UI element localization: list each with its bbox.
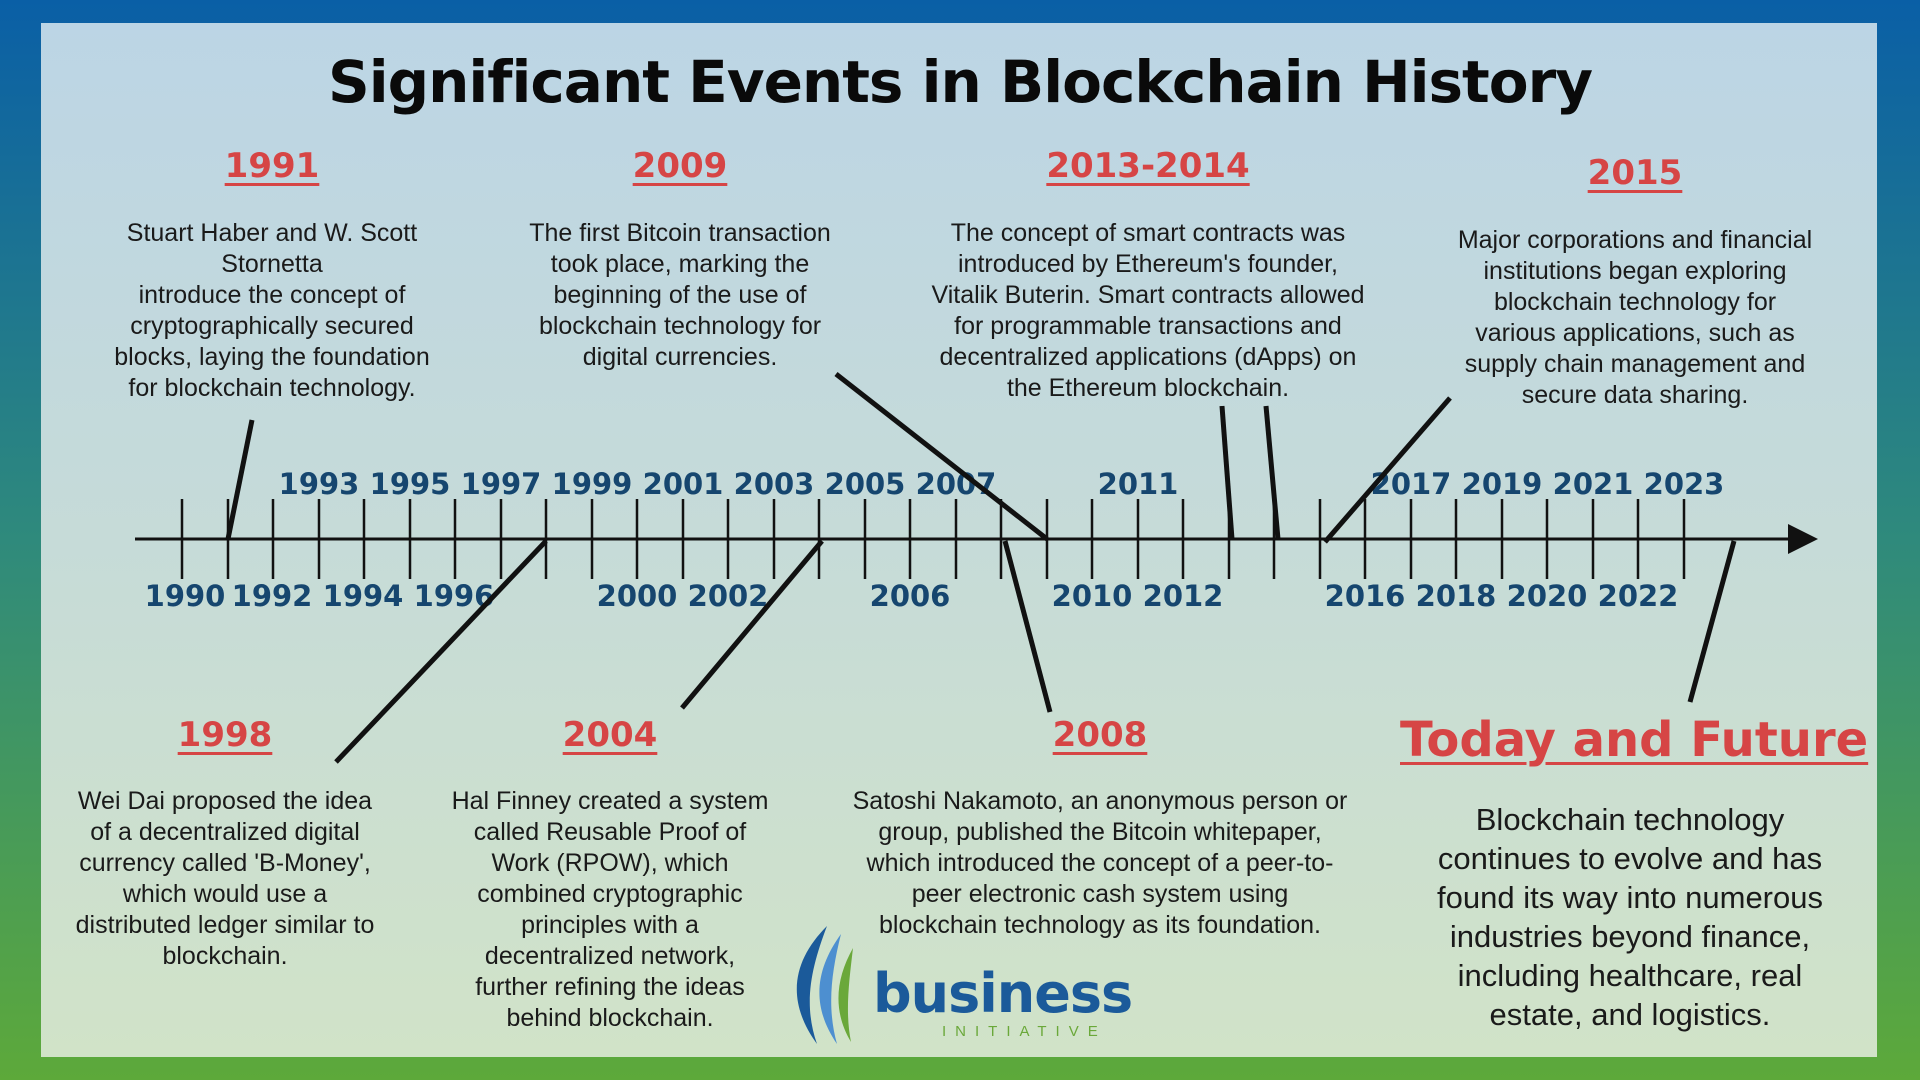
connector-2008 (1005, 541, 1050, 712)
connector-2014 (1266, 406, 1278, 539)
axis-year-label: 2022 (1598, 579, 1679, 613)
axis-year-label: 2007 (916, 467, 997, 501)
axis-year-label: 2012 (1143, 579, 1224, 613)
axis-year-label: 2001 (643, 467, 724, 501)
axis-year-label: 2002 (688, 579, 769, 613)
axis-year-label: 2016 (1325, 579, 1406, 613)
axis-year-label: 1999 (552, 467, 633, 501)
axis-year-label: 2006 (870, 579, 951, 613)
timeline-arrowhead (1788, 524, 1818, 554)
axis-year-label: 1993 (279, 467, 360, 501)
axis-year-label: 2018 (1416, 579, 1497, 613)
connector-2013 (1222, 406, 1232, 539)
axis-year-label: 1990 (145, 579, 226, 613)
connector-2009 (836, 374, 1047, 539)
axis-year-label: 2000 (597, 579, 678, 613)
logo-swoosh-icon (775, 920, 875, 1050)
axis-year-label: 1992 (232, 579, 313, 613)
axis-year-label: 2011 (1098, 467, 1179, 501)
logo-tagline: INITIATIVE (942, 1023, 1107, 1040)
connector-1991 (228, 420, 252, 539)
axis-year-label: 1995 (370, 467, 451, 501)
axis-year-label: 2023 (1644, 467, 1725, 501)
connector-2004 (682, 541, 822, 708)
business-initiative-logo: business INITIATIVE (775, 920, 1155, 1050)
axis-year-label: 1994 (323, 579, 404, 613)
connector-1998 (336, 541, 546, 762)
lower-year-labels: 1990 1992 1994 1996 2000 2002 2006 2010 … (145, 579, 1679, 613)
connector-future (1690, 541, 1734, 702)
axis-year-label: 2003 (734, 467, 815, 501)
axis-year-label: 2010 (1052, 579, 1133, 613)
axis-year-label: 2021 (1553, 467, 1634, 501)
upper-year-labels: 1993 1995 1997 1999 2001 2003 2005 2007 … (279, 467, 1725, 501)
axis-year-label: 2005 (825, 467, 906, 501)
axis-year-label: 1997 (461, 467, 542, 501)
logo-wordmark: business (873, 962, 1132, 1025)
axis-year-label: 2019 (1462, 467, 1543, 501)
axis-year-label: 2020 (1507, 579, 1588, 613)
